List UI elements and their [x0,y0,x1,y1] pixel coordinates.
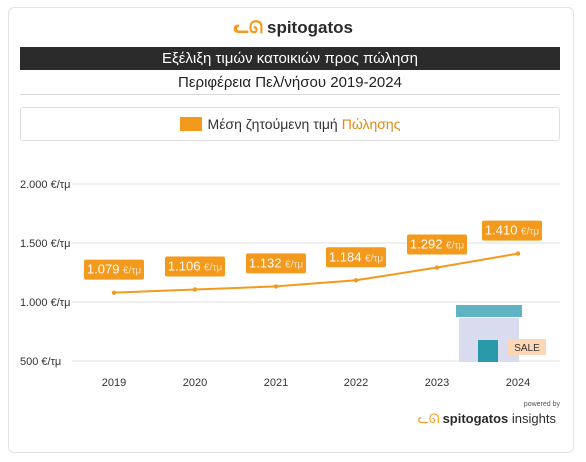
y-tick-label: 1.500 €/τμ [20,238,70,250]
footer-brand-bold: spitogatos [442,411,509,426]
legend-label: Μέση ζητούμενη τιμή [207,116,338,132]
data-label: 1.079 €/τμ [84,259,144,280]
y-tick-label: 500 €/τμ [20,356,61,368]
y-tick-label: 1.000 €/τμ [20,297,70,309]
chart-card [8,7,574,453]
data-label-unit: €/τμ [123,266,141,277]
data-label-number: 1.106 [168,258,204,273]
series-line [113,252,519,294]
data-label-text: 1.292 €/τμ [410,237,464,252]
data-label-number: 1.184 [329,249,365,264]
sale-sign [508,339,546,355]
legend: Μέση ζητούμενη τιμή Πώλησης [20,107,560,141]
cat-icon: ᓚᘏ [233,18,263,37]
chart-subtitle: Περιφέρεια Πελ/νήσου 2019-2024 [20,72,560,95]
sale-sign-label: SALE [514,343,540,354]
data-point [111,290,117,295]
x-tick-label: 2023 [425,377,449,389]
brand-name: spitogatos [267,18,353,37]
data-label-number: 1.079 [87,262,123,277]
data-label-box [84,259,144,280]
footer-cat-icon: ᓚᘏ [417,411,440,426]
x-tick-label: 2021 [264,377,288,389]
data-label-box [482,220,542,241]
data-label: 1.292 €/τμ [407,234,467,255]
data-label-unit: €/τμ [204,262,222,273]
data-label-text: 1.184 €/τμ [329,249,383,264]
house-illustration: SALE [456,305,546,362]
data-point [515,251,521,256]
house-roof [456,305,522,317]
footer-brand: ᓚᘏ spitogatos insights [400,411,556,427]
x-tick-label: 2024 [506,377,530,389]
data-label: 1.106 €/τμ [165,256,225,277]
brand-header: ᓚᘏ spitogatos [0,18,586,38]
data-label-unit: €/τμ [285,259,303,270]
data-label-text: 1.410 €/τμ [485,223,539,238]
data-label-box [407,234,467,255]
data-label-box [165,256,225,277]
data-label-text: 1.106 €/τμ [168,258,222,273]
data-label-box [326,247,386,268]
data-label: 1.184 €/τμ [326,247,386,268]
x-tick-label: 2020 [183,377,207,389]
house-door [478,340,498,362]
data-point [273,284,279,289]
data-label: 1.132 €/τμ [246,253,306,274]
data-point [192,287,198,292]
y-tick-label: 2.000 €/τμ [20,179,70,191]
data-label-box [246,253,306,274]
data-label-number: 1.410 [485,223,521,238]
legend-accent: Πώλησης [341,116,401,132]
data-label-number: 1.132 [249,255,285,270]
data-label-unit: €/τμ [365,253,383,264]
data-label-text: 1.079 €/τμ [87,262,141,277]
footer-brand-suffix: insights [511,411,556,426]
x-tick-label: 2022 [344,377,368,389]
powered-by: powered by [523,401,560,408]
chart-title: Εξέλιξη τιμών κατοικιών προς πώληση [20,47,560,70]
data-label-number: 1.292 [410,237,446,252]
data-point [434,265,440,270]
data-label-unit: €/τμ [521,227,539,238]
data-label: 1.410 €/τμ [482,220,542,241]
legend-swatch [179,117,202,131]
data-label-unit: €/τμ [446,241,464,252]
x-tick-label: 2019 [102,377,126,389]
data-label-text: 1.132 €/τμ [249,255,303,270]
data-point [353,278,359,283]
